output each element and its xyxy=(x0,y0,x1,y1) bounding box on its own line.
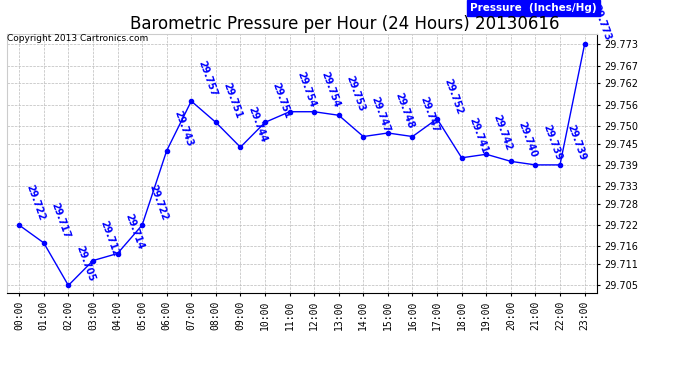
Text: 29.722: 29.722 xyxy=(148,184,170,222)
Text: 29.773: 29.773 xyxy=(590,3,612,42)
Text: 29.757: 29.757 xyxy=(197,60,219,98)
Text: 29.754: 29.754 xyxy=(319,70,342,109)
Text: 29.743: 29.743 xyxy=(172,109,195,148)
Text: Copyright 2013 Cartronics.com: Copyright 2013 Cartronics.com xyxy=(7,34,148,43)
Text: 29.717: 29.717 xyxy=(49,201,72,240)
Text: 29.751: 29.751 xyxy=(221,81,244,120)
Text: 29.744: 29.744 xyxy=(246,106,268,144)
Text: 29.741: 29.741 xyxy=(467,116,489,155)
Text: 29.748: 29.748 xyxy=(393,92,416,130)
Text: 29.714: 29.714 xyxy=(123,212,146,251)
Text: 29.705: 29.705 xyxy=(74,244,96,283)
Text: Pressure  (Inches/Hg): Pressure (Inches/Hg) xyxy=(470,3,597,13)
Text: 29.722: 29.722 xyxy=(25,184,47,222)
Text: 29.739: 29.739 xyxy=(566,123,588,162)
Text: 29.752: 29.752 xyxy=(442,77,465,116)
Text: 29.712: 29.712 xyxy=(99,219,121,258)
Text: 29.753: 29.753 xyxy=(344,74,366,112)
Text: Barometric Pressure per Hour (24 Hours) 20130616: Barometric Pressure per Hour (24 Hours) … xyxy=(130,15,560,33)
Text: 29.740: 29.740 xyxy=(516,120,539,159)
Text: 29.739: 29.739 xyxy=(541,123,563,162)
Text: 29.747: 29.747 xyxy=(418,95,440,134)
Text: 29.747: 29.747 xyxy=(369,95,391,134)
Text: 29.742: 29.742 xyxy=(492,113,514,152)
Text: 29.754: 29.754 xyxy=(295,70,317,109)
Text: 29.751: 29.751 xyxy=(270,81,293,120)
